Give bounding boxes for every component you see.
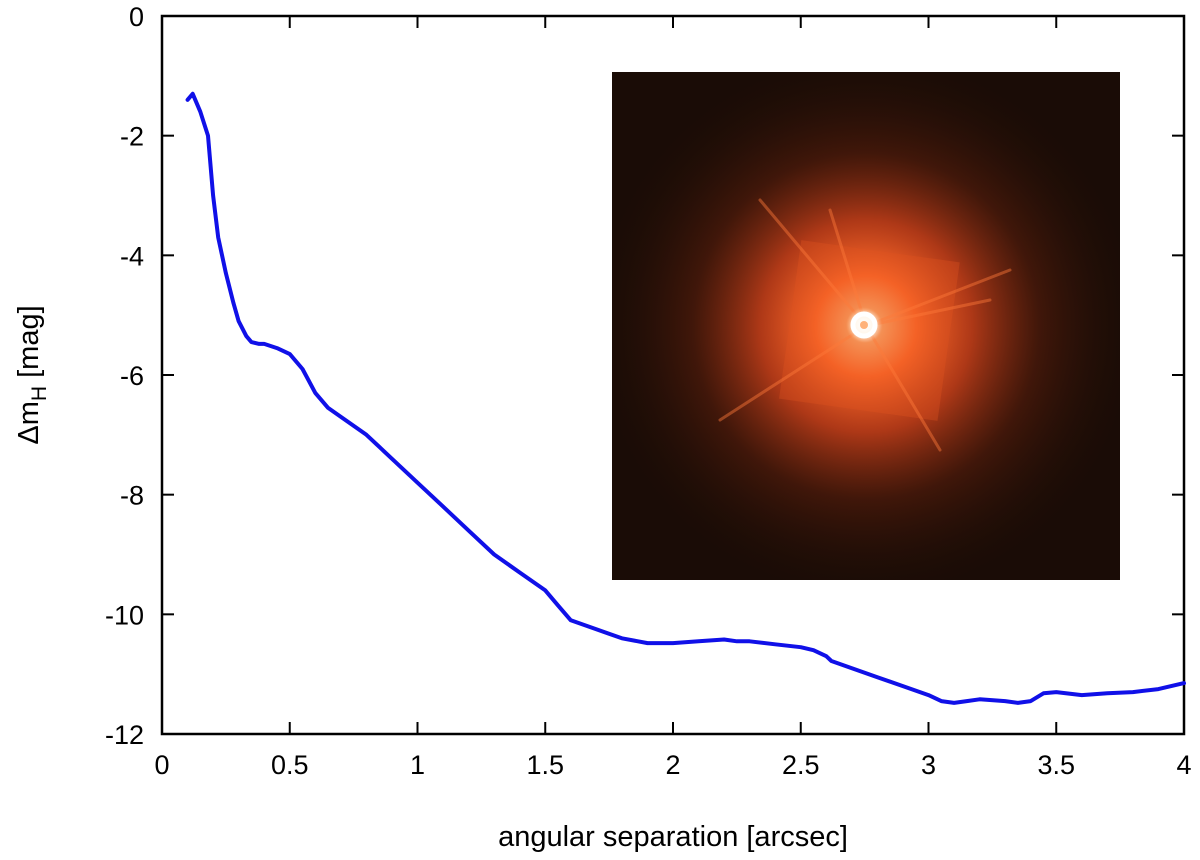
inset-image [612,72,1120,580]
y-tick-label: -2 [120,122,144,152]
x-tick-label: 3.5 [1037,750,1075,780]
inset-core-ring [850,311,878,339]
x-tick-label: 4 [1176,750,1191,780]
x-axis-title: angular separation [arcsec] [498,821,848,853]
x-tick-label: 0 [154,750,169,780]
y-tick-label: -8 [120,481,144,511]
y-axis: 0 -2 -4 -6 -8 -10 -12 [105,2,1184,750]
x-tick-label: 2 [665,750,680,780]
y-tick-label: -10 [105,600,144,630]
y-axis-title: ΔmH [mag] [13,305,51,444]
x-tick-label: 0.5 [271,750,309,780]
y-axis-title-suffix: [mag] [13,305,45,386]
x-tick-label: 1 [410,750,425,780]
y-tick-label: -6 [120,361,144,391]
x-tick-label: 2.5 [782,750,820,780]
y-tick-label: -12 [105,720,144,750]
x-tick-label: 1.5 [526,750,564,780]
y-axis-title-prefix: Δm [13,401,45,445]
x-tick-label: 3 [921,750,936,780]
x-axis: 0 0.5 1 1.5 2 2.5 3 3.5 4 [154,16,1192,780]
y-tick-label: -4 [120,241,144,271]
inset-spikes [718,198,1012,452]
inset-core-center [860,321,868,329]
series-line-blue [185,91,1186,705]
y-axis-title-subscript: H [28,386,51,401]
y-tick-label: 0 [129,2,144,32]
